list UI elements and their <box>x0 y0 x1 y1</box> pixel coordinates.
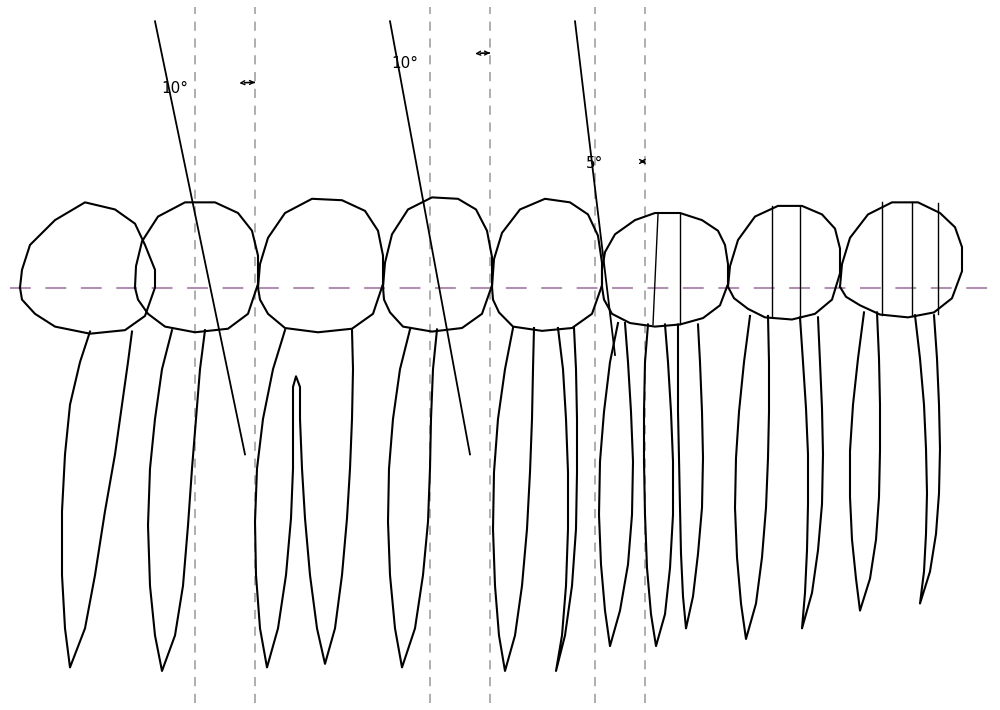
Text: 10°: 10° <box>392 56 418 72</box>
Text: 10°: 10° <box>162 81 188 97</box>
Text: 5°: 5° <box>586 155 604 171</box>
